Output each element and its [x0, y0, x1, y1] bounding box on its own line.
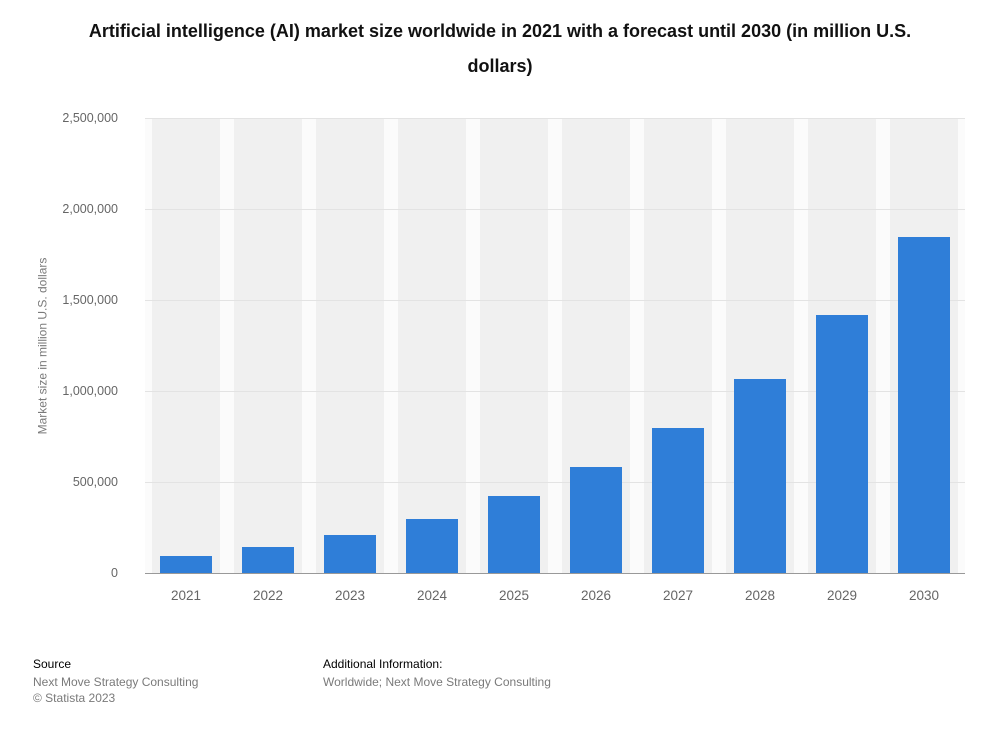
- plot-column: [637, 118, 719, 573]
- bar-2024: [405, 518, 459, 573]
- y-tick-label: 1,500,000: [62, 293, 118, 307]
- x-tick-label: 2028: [744, 588, 776, 603]
- bar-2027: [651, 428, 705, 573]
- gridline: [145, 391, 965, 392]
- plot-column: [309, 118, 391, 573]
- x-tick-label: 2026: [580, 588, 612, 603]
- copyright-notice: © Statista 2023: [33, 691, 116, 705]
- plot-column: [473, 118, 555, 573]
- bar-2025: [487, 496, 541, 573]
- x-tick-label: 2022: [252, 588, 284, 603]
- bar-2021: [159, 555, 213, 573]
- source-label: Source: [33, 657, 72, 671]
- gridline: [145, 118, 965, 119]
- plot-column: [719, 118, 801, 573]
- plot-column: [391, 118, 473, 573]
- plot-column: [145, 118, 227, 573]
- plot-column: [801, 118, 883, 573]
- plot-columns: [145, 118, 965, 573]
- x-tick-label: 2023: [334, 588, 366, 603]
- source-block: Source Next Move Strategy Consulting © S…: [33, 656, 198, 707]
- additional-info-text: Worldwide; Next Move Strategy Consulting: [323, 674, 551, 689]
- x-tick-label: 2024: [416, 588, 448, 603]
- column-background-band: [315, 118, 385, 573]
- column-background-band: [397, 118, 467, 573]
- gridline: [145, 482, 965, 483]
- plot-column: [227, 118, 309, 573]
- source-name: Next Move Strategy Consulting: [33, 674, 199, 689]
- gridline: [145, 300, 965, 301]
- y-axis-ticks: 0 500,000 1,000,000 1,500,000 2,000,000 2,500…: [40, 111, 132, 580]
- bar-2023: [323, 535, 377, 573]
- x-tick-label: 2021: [170, 588, 202, 603]
- x-tick-label: 2029: [826, 588, 858, 603]
- y-tick-label: 2,000,000: [62, 202, 118, 216]
- bar-2022: [241, 547, 295, 573]
- y-tick-label: 0: [111, 566, 118, 580]
- gridline: [145, 209, 965, 210]
- plot-area: [145, 118, 965, 574]
- y-tick-label: 2,500,000: [62, 111, 118, 125]
- additional-info-block: Additional Information: Worldwide; Next …: [323, 656, 551, 690]
- bar-2029: [815, 315, 869, 573]
- bar-2028: [733, 378, 787, 573]
- additional-info-label: Additional Information:: [323, 657, 443, 671]
- x-tick-label: 2027: [662, 588, 694, 603]
- bar-2030: [897, 236, 951, 573]
- chart-title: Artificial intelligence (AI) market size…: [88, 21, 912, 76]
- y-tick-label: 500,000: [72, 475, 118, 489]
- column-background-band: [233, 118, 303, 573]
- x-tick-label: 2030: [908, 588, 940, 603]
- x-axis-labels: 2021 2022 2023 2024 2025 2026 2027 2028 2029 2030: [145, 574, 965, 603]
- column-background-band: [151, 118, 221, 573]
- y-tick-label: 1,000,000: [62, 384, 118, 398]
- x-tick-label: 2025: [498, 588, 530, 603]
- plot-column: [883, 118, 965, 573]
- bar-2026: [569, 466, 623, 573]
- plot-column: [555, 118, 637, 573]
